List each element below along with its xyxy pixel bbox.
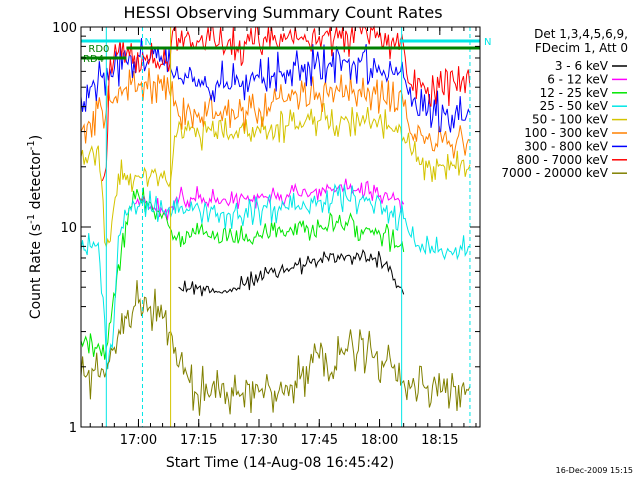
x-tick-label: 17:45 [301, 433, 338, 448]
x-tick-label: 17:15 [180, 433, 217, 448]
legend-header-line: Det 1,3,4,5,6,9, [534, 27, 628, 41]
x-axis-label: Start Time (14-Aug-08 16:45:42) [166, 455, 394, 471]
y-tick-label: 1 [69, 421, 77, 436]
state-bar-label: N [144, 37, 151, 48]
legend-label: 800 - 7000 keV [517, 153, 609, 167]
series-layer [80, 25, 471, 416]
series-line [80, 183, 471, 370]
tick-layer: 17:00 17:15 17:30 17:45 18:00 18:15 1 10 100 [52, 21, 480, 448]
legend-label: 6 - 12 keV [547, 72, 609, 86]
legend-header-line: FDecim 1, Att 0 [535, 41, 628, 55]
state-bar-label: RD0 [88, 44, 109, 55]
series-line [80, 37, 471, 133]
series-line [101, 25, 471, 182]
y-tick-label: 10 [60, 221, 77, 236]
series-line [80, 187, 405, 360]
state-bar-label: N [484, 37, 491, 48]
series-line [178, 249, 405, 297]
state-bar-label: RD4 [83, 54, 104, 65]
series-line [80, 67, 471, 159]
legend-label: 12 - 25 keV [540, 86, 609, 100]
legend-label: 3 - 6 keV [555, 59, 609, 73]
legend: Det 1,3,4,5,6,9, FDecim 1, Att 0 3 - 6 k… [501, 27, 628, 180]
footer-date: 16-Dec-2009 15:15 [556, 466, 633, 475]
y-tick-label: 100 [52, 21, 77, 36]
series-line [80, 280, 471, 416]
x-tick-label: 18:15 [421, 433, 458, 448]
x-tick-label: 18:00 [361, 433, 398, 448]
y-axis-label: Count Rate (s-1 detector-1) [26, 135, 44, 319]
x-tick-label: 17:30 [240, 433, 277, 448]
series-line [80, 102, 471, 249]
legend-label: 25 - 50 keV [540, 99, 609, 113]
legend-label: 300 - 800 keV [524, 139, 608, 153]
chart-title: HESSI Observing Summary Count Rates [123, 3, 442, 22]
legend-label: 100 - 300 keV [524, 126, 608, 140]
x-tick-label: 17:00 [120, 433, 157, 448]
series-line [134, 178, 405, 221]
legend-label: 7000 - 20000 keV [501, 166, 608, 180]
legend-label: 50 - 100 keV [532, 113, 609, 127]
